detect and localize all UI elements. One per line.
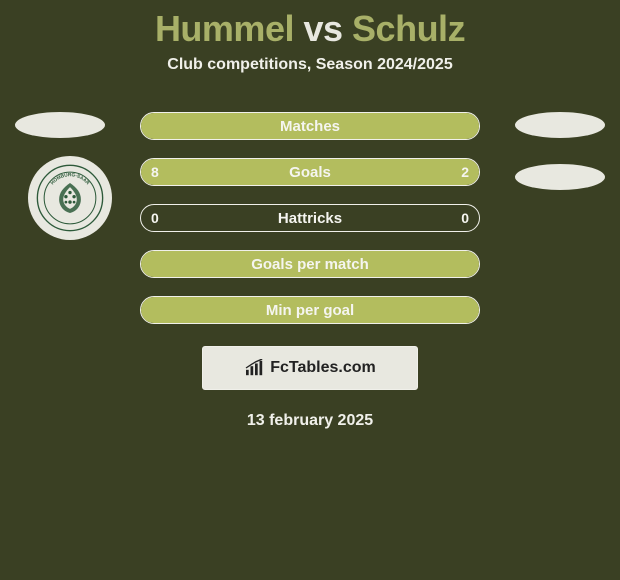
club-crest: HOMBURG-SAAR (28, 156, 112, 240)
brand-text: FcTables.com (270, 359, 376, 377)
bar-fill-left (141, 159, 411, 185)
crest-icon: HOMBURG-SAAR (36, 164, 104, 232)
bar-value-left: 0 (151, 210, 159, 226)
chart-icon (244, 359, 266, 377)
stat-bar-min-per-goal: Min per goal (140, 296, 480, 324)
player2-avatar-placeholder-2 (515, 164, 605, 190)
page-title: Hummel vs Schulz (0, 0, 620, 50)
stat-bar-goals-per-match: Goals per match (140, 250, 480, 278)
bar-label: Matches (280, 118, 340, 135)
bar-label: Goals (289, 164, 331, 181)
player2-name: Schulz (352, 8, 465, 49)
player2-avatar-placeholder-1 (515, 112, 605, 138)
bar-label: Goals per match (251, 256, 369, 273)
stats-area: HOMBURG-SAAR Matches 8 Goals 2 (0, 112, 620, 430)
stat-bar-matches: Matches (140, 112, 480, 140)
bar-label: Min per goal (266, 302, 354, 319)
vs-text: vs (303, 8, 342, 49)
player1-name: Hummel (155, 8, 294, 49)
bar-value-left: 8 (151, 164, 159, 180)
bar-value-right: 0 (461, 210, 469, 226)
bar-value-right: 2 (461, 164, 469, 180)
bar-label: Hattricks (278, 210, 342, 227)
stat-bars: Matches 8 Goals 2 0 Hattricks 0 Goals pe… (140, 112, 480, 324)
stat-bar-goals: 8 Goals 2 (140, 158, 480, 186)
player1-avatar-placeholder (15, 112, 105, 138)
date-text: 13 february 2025 (0, 412, 620, 430)
subtitle: Club competitions, Season 2024/2025 (0, 56, 620, 74)
brand-box[interactable]: FcTables.com (202, 346, 418, 390)
stat-bar-hattricks: 0 Hattricks 0 (140, 204, 480, 232)
